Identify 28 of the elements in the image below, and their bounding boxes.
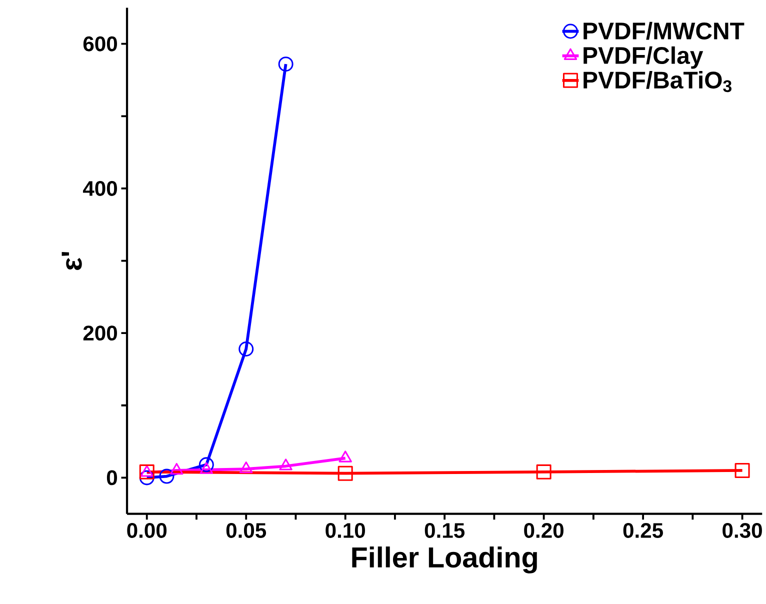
point [238, 341, 254, 356]
x-tick-label: 0.20 [524, 522, 564, 538]
point [279, 458, 292, 470]
x-tick-label: 0.25 [623, 522, 663, 538]
y-tick-label: 600 [83, 36, 117, 52]
point [338, 466, 353, 481]
point [159, 468, 174, 484]
point [240, 461, 253, 474]
x-tick-label: 0.15 [424, 522, 465, 538]
point [338, 450, 352, 462]
point [734, 462, 750, 478]
y-tick-label: 200 [83, 325, 117, 340]
x-tick-label: 0.30 [722, 522, 762, 538]
x-tick-label: 0.00 [127, 522, 167, 538]
point [278, 56, 294, 72]
point [198, 457, 214, 472]
point [170, 462, 184, 474]
x-tick-label: 0.10 [326, 522, 366, 538]
point [200, 462, 214, 474]
point [536, 464, 552, 480]
y-axis-title: ε' [62, 252, 82, 270]
y-tick-label: 0 [106, 470, 118, 486]
x-axis-title: Filler Loading [352, 546, 537, 574]
legend-label: PVDF/Clay [584, 46, 704, 69]
legend-label: PVDF/MWCNT [584, 22, 744, 40]
x-tick-label: 0.05 [226, 522, 266, 538]
y-tick-label: 400 [82, 180, 117, 196]
legend-label: PVDF/BaTiO$_{3}$ [584, 70, 732, 92]
